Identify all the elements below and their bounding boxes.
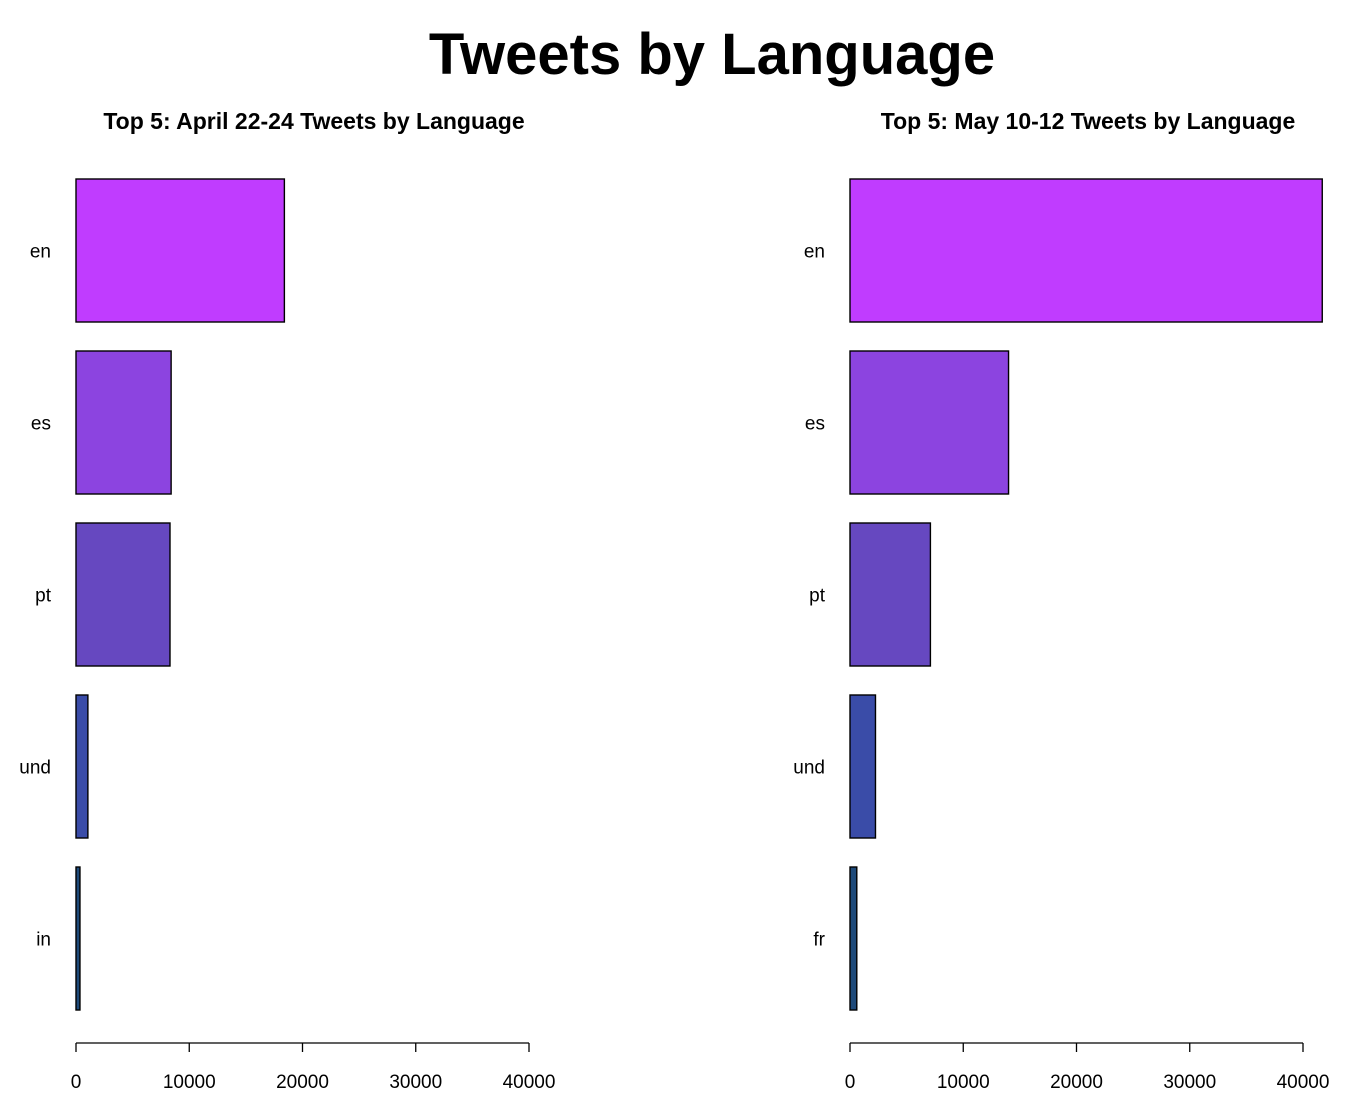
x-tick-label: 20000 <box>1050 1072 1103 1093</box>
category-label: in <box>36 930 51 951</box>
bar-en <box>75 178 286 323</box>
bar-es <box>849 350 1010 495</box>
chart-title: Top 5: May 10-12 Tweets by Language <box>881 108 1296 134</box>
x-tick-label: 10000 <box>163 1072 216 1093</box>
x-tick-label: 40000 <box>1277 1072 1330 1093</box>
category-label: es <box>805 414 825 435</box>
bar-pt <box>849 522 932 667</box>
bar-in <box>75 866 81 1011</box>
bar-fr <box>849 866 858 1011</box>
category-label: und <box>19 758 51 779</box>
category-label: es <box>31 414 51 435</box>
main-title: Tweets by Language <box>428 22 996 87</box>
category-label: und <box>793 758 825 779</box>
x-tick-label: 20000 <box>276 1072 329 1093</box>
x-tick-label: 30000 <box>389 1072 442 1093</box>
chart-may: Top 5: May 10-12 Tweets by Language en es… <box>793 108 1330 1093</box>
bar-en <box>849 178 1323 323</box>
x-tick-label: 30000 <box>1163 1072 1216 1093</box>
bar-und <box>849 694 877 839</box>
x-tick-label: 10000 <box>937 1072 990 1093</box>
x-tick-label: 0 <box>71 1072 82 1093</box>
bar-pt <box>75 522 171 667</box>
bar-und <box>75 694 89 839</box>
category-label: pt <box>809 586 826 607</box>
x-tick-label: 0 <box>845 1072 856 1093</box>
category-label: fr <box>813 930 825 951</box>
chart-april: Top 5: April 22-24 Tweets by Language en… <box>19 108 556 1093</box>
bar-es <box>75 350 172 495</box>
chart-title: Top 5: April 22-24 Tweets by Language <box>103 108 524 134</box>
category-label: en <box>804 242 825 263</box>
category-label: pt <box>35 586 52 607</box>
category-label: en <box>30 242 51 263</box>
x-tick-label: 40000 <box>503 1072 556 1093</box>
